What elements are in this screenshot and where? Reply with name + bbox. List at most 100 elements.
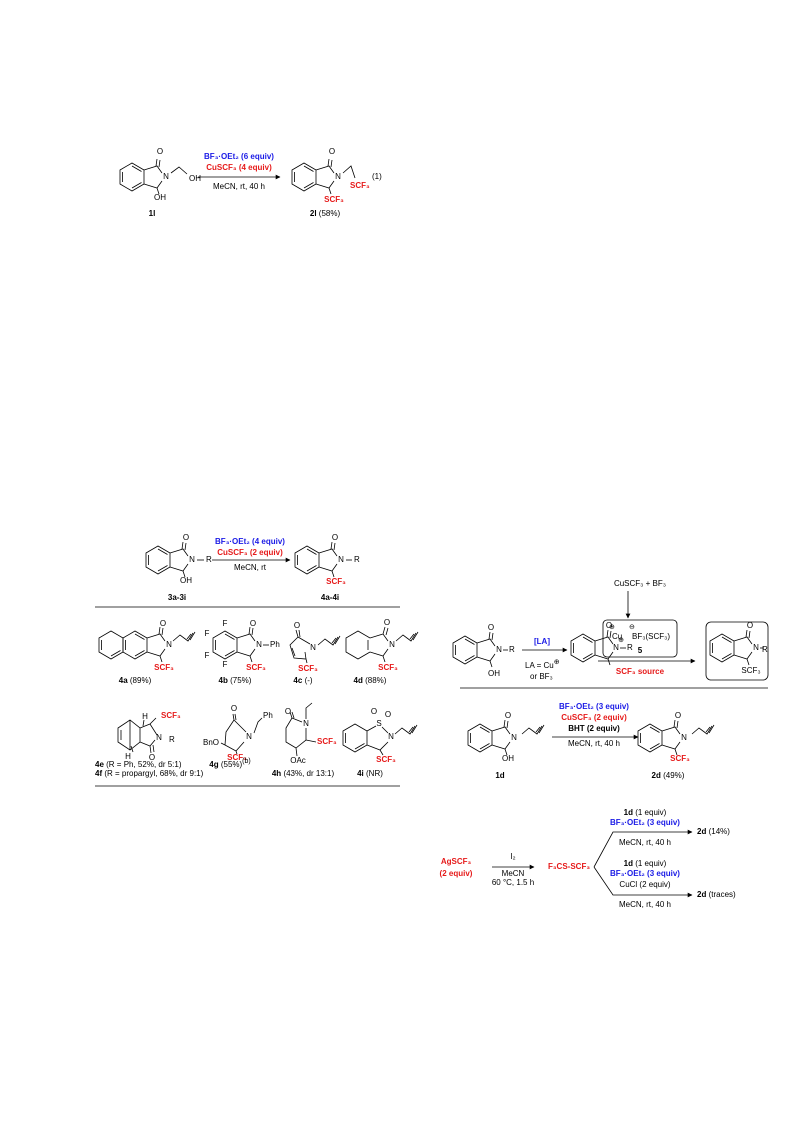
n: N [256, 640, 262, 649]
oh: OH [502, 754, 514, 763]
compound-caption: 4i (NR) [357, 769, 383, 778]
reagents: CuSCF₃ + BF₃ [614, 579, 666, 588]
n: N [246, 732, 252, 741]
label: 1d [495, 771, 504, 780]
reagent-amount: (2 equiv) [440, 869, 473, 878]
conditions: MeCN, rt, 40 h [619, 900, 671, 909]
ph: Ph [270, 640, 280, 649]
compound-caption: 4f (R = propargyl, 68%, dr 9:1) [95, 769, 204, 778]
o: O [160, 619, 166, 628]
bond [117, 717, 158, 754]
f: F [205, 651, 210, 660]
structure [317, 635, 341, 646]
compound-caption: 4d (88%) [354, 676, 387, 685]
label: 4g [209, 760, 218, 769]
n: N [189, 555, 195, 564]
oac: OAc [290, 756, 306, 765]
n: N [388, 732, 394, 741]
substrate: 1d [624, 808, 633, 817]
compound-caption: LA = Cu⊕ [525, 659, 560, 670]
o: O [231, 704, 237, 713]
n: N [753, 643, 759, 652]
structure [291, 158, 335, 195]
n: N [389, 640, 395, 649]
o: O [332, 533, 338, 542]
scf3: SCF₃ [376, 755, 396, 764]
n: N [156, 733, 162, 742]
reagent-2: CuSCF₃ (2 equiv) [561, 713, 627, 722]
la-alt: or BF₃ [530, 672, 553, 681]
o: O [250, 619, 256, 628]
scf3: SCF₃ [326, 577, 346, 586]
scf3: SCF₃ [378, 663, 398, 672]
oh: OH [180, 576, 192, 585]
bond [285, 702, 317, 757]
structure [467, 719, 511, 756]
yield: (14%) [709, 827, 731, 836]
yield: (49%) [663, 771, 685, 780]
compound-caption: 4h (43%, dr 13:1) [272, 769, 335, 778]
structure [98, 630, 124, 660]
r: R [509, 645, 515, 654]
n: N [335, 172, 341, 181]
oxidant: I₂ [510, 852, 515, 861]
substrate: 1d [624, 859, 633, 868]
additive-2: CuCl (2 equiv) [619, 880, 670, 889]
label: 3a-3i [168, 593, 186, 602]
n: N [166, 640, 172, 649]
o: O [329, 147, 335, 156]
compound-caption: 4b (75%) [219, 676, 252, 685]
f: F [223, 660, 228, 669]
yield: (-) [305, 676, 313, 685]
n: N [613, 643, 619, 652]
compound-caption: 4g (55%)(b) [209, 758, 250, 769]
o1: O [371, 707, 377, 716]
o: O [183, 533, 189, 542]
la: [LA] [534, 637, 550, 646]
substrate-amount: (1 equiv) [635, 859, 666, 868]
yield: (traces) [709, 890, 736, 899]
source: SCF₃ source [616, 667, 665, 676]
n: N [496, 645, 502, 654]
bond [220, 713, 263, 755]
scf3: SCF₃ [246, 663, 266, 672]
n: N [681, 733, 687, 742]
scf3: SCF₃ [227, 753, 247, 762]
product: 2d [697, 827, 706, 836]
cu-charge: ⊕ [609, 624, 615, 631]
label: 4d [354, 676, 363, 685]
conditions: MeCN, rt, 40 h [213, 182, 265, 191]
detail: (R = Ph, 52%, dr 5:1) [106, 760, 182, 769]
o2: O [385, 710, 391, 719]
o: O [294, 621, 300, 630]
structure [521, 724, 545, 735]
conditions: MeCN, rt, 40 h [568, 739, 620, 748]
compound-caption: 1d (1 equiv) [624, 808, 667, 817]
box [705, 621, 769, 681]
label: 4a-4i [321, 593, 339, 602]
o: O [149, 753, 155, 762]
oh-chain: OH [189, 174, 201, 183]
reagent-1: BF₃·OEt₂ (3 equiv) [559, 702, 629, 711]
scf3: SCF₃ [298, 664, 318, 673]
reagent-1: BF₃·OEt₂ (6 equiv) [204, 152, 274, 161]
yield: (89%) [130, 676, 152, 685]
label: 4i [357, 769, 364, 778]
n: N [338, 555, 344, 564]
compound-caption: 2l (58%) [310, 209, 341, 218]
scf3: SCF₃ [317, 737, 337, 746]
intermediate: F₃CS-SCF₃ [548, 862, 590, 871]
s: S [376, 719, 381, 728]
conditions: MeCN, rt, 40 h [619, 838, 671, 847]
charge: ⊕ [618, 637, 624, 644]
equation-number: (1) [372, 172, 382, 181]
bond [342, 165, 356, 179]
scf3: SCF₃ [154, 663, 174, 672]
cu: Cu [612, 632, 622, 641]
conditions: 60 °C, 1.5 h [492, 878, 534, 887]
conditions: MeCN, rt [234, 563, 267, 572]
structure [637, 719, 681, 756]
r: R [762, 645, 768, 654]
detail: (R = propargyl, 68%, dr 9:1) [104, 769, 203, 778]
